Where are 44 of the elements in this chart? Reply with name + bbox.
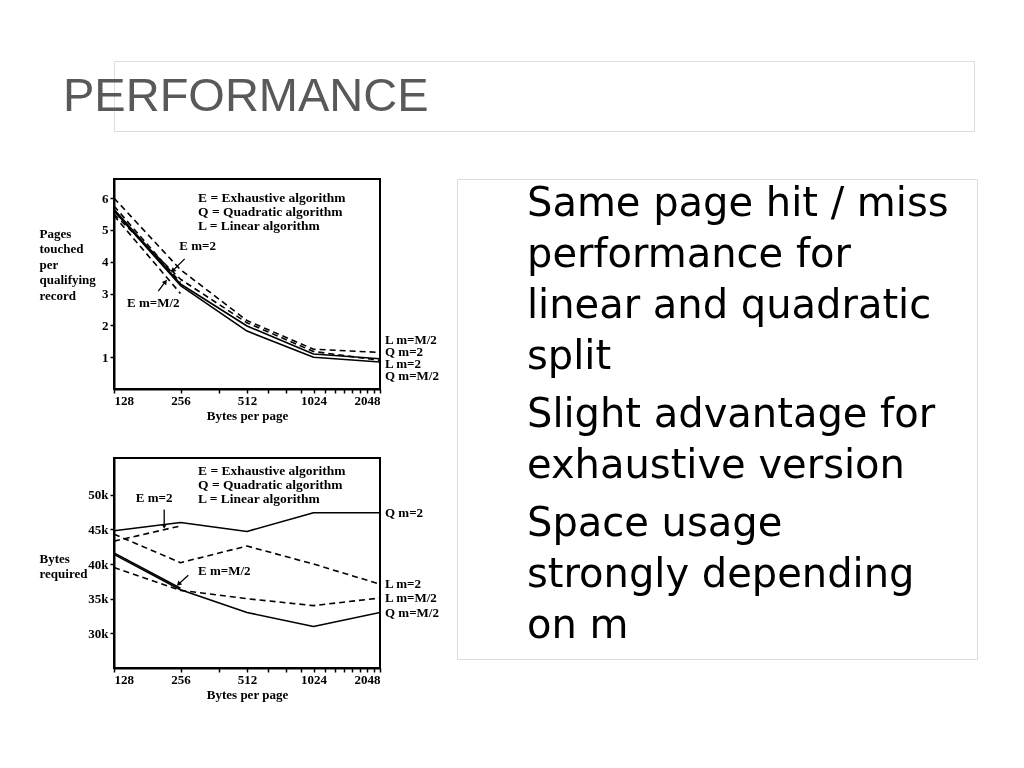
annotation: E m=2 xyxy=(135,490,173,506)
y-axis-title: Bytes required xyxy=(39,550,89,581)
x-tick-label: 1024 xyxy=(301,671,328,687)
y-tick-label: 6 xyxy=(102,190,109,206)
y-tick-label: 45k xyxy=(88,521,110,537)
series-label: Q m=2 xyxy=(385,504,424,520)
y-tick-label: 1 xyxy=(102,349,109,365)
x-tick-label: 128 xyxy=(114,671,135,687)
x-tick-label: 256 xyxy=(171,392,192,408)
y-tick-label: 30k xyxy=(88,625,110,641)
series-label: Q m=M/2 xyxy=(385,604,439,620)
x-tick-label: 128 xyxy=(114,392,135,408)
text: Slight advantage for exhaustive version xyxy=(527,390,936,487)
annotation: E m=2 xyxy=(179,237,216,253)
y-tick-label: 50k xyxy=(88,487,110,503)
y-tick-label: 35k xyxy=(88,591,110,607)
y-tick-label: 2 xyxy=(102,317,109,333)
annotation: E m=M/2 xyxy=(198,563,251,579)
annotation: Q = Quadratic algorithm xyxy=(198,204,344,219)
y-axis-title: Pages touched per qualifying record xyxy=(39,225,97,303)
series-label: L m=M/2 xyxy=(385,590,437,605)
y-tick-label: 5 xyxy=(102,222,109,238)
series-label: L m=2 xyxy=(385,576,421,592)
x-tick-label: 512 xyxy=(237,392,258,408)
x-tick-label: 2048 xyxy=(354,392,381,408)
y-tick-label: 3 xyxy=(102,286,109,302)
annotation: E m=M/2 xyxy=(126,295,180,311)
annotation: E = Exhaustive algorithm xyxy=(198,463,347,478)
annotation: L = Linear algorithm xyxy=(198,491,321,506)
annotation: Q = Quadratic algorithm xyxy=(198,477,344,492)
annotation: L = Linear algorithm xyxy=(198,218,321,233)
x-tick-label: 1024 xyxy=(301,392,328,408)
y-tick-label: 4 xyxy=(102,254,109,270)
annotation: E = Exhaustive algorithm xyxy=(198,190,347,205)
x-tick-label: 256 xyxy=(171,671,192,687)
x-axis-title: Bytes per page xyxy=(206,686,289,702)
text: Space usage strongly depending on m xyxy=(527,499,915,647)
text: PERFORMANCE xyxy=(63,68,429,121)
y-tick-label: 40k xyxy=(88,556,110,572)
x-axis-title: Bytes per page xyxy=(206,407,289,423)
series-label: Q m=M/2 xyxy=(385,368,439,384)
x-tick-label: 2048 xyxy=(354,671,381,687)
text: Same page hit / miss performance for linear and quadratic split xyxy=(527,179,949,378)
x-tick-label: 512 xyxy=(237,671,258,687)
